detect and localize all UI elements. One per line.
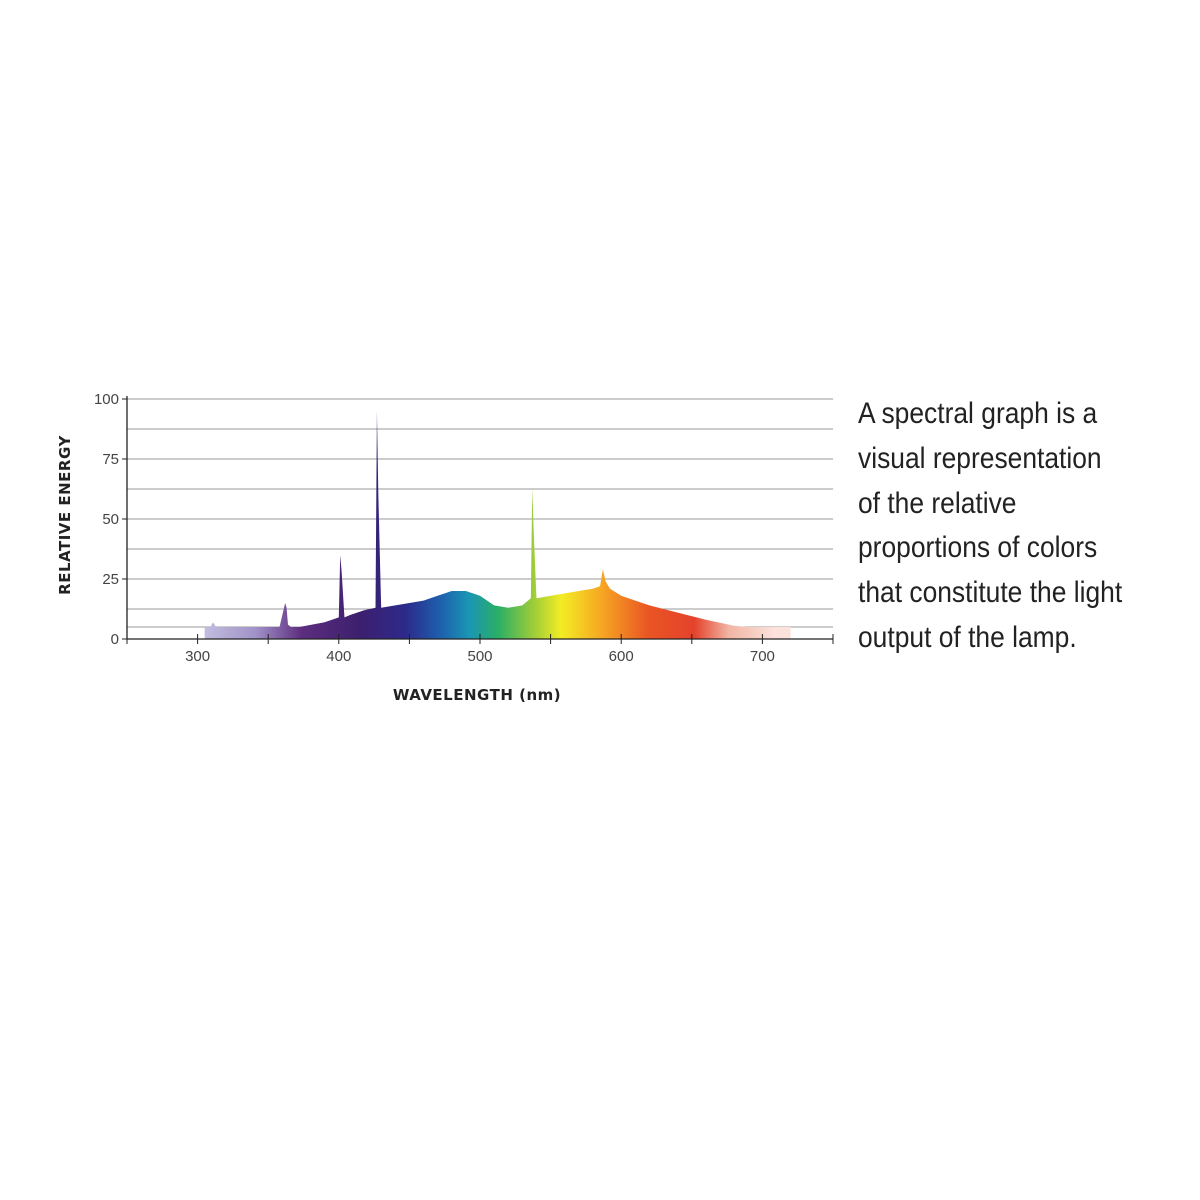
x-tick-label: 600 (609, 648, 634, 665)
grid-lines (127, 398, 833, 628)
x-tick-label: 700 (750, 648, 775, 665)
y-tick-label: 100 (94, 391, 119, 408)
x-axis-title: WAVELENGTH (nm) (393, 686, 561, 704)
spectral-graph-caption: A spectral graph is a visual representat… (858, 397, 1123, 654)
y-tick-label: 25 (102, 571, 119, 588)
spectrum-area (204, 411, 791, 639)
x-tick-label: 400 (326, 648, 351, 665)
x-tick-labels: 300 400 500 600 700 (185, 648, 775, 665)
y-tick-label: 0 (111, 631, 119, 648)
y-tick-label: 75 (102, 451, 119, 468)
x-tick-label: 300 (185, 648, 210, 665)
axes (122, 396, 834, 644)
x-tick-label: 500 (467, 648, 492, 665)
y-tick-labels: 0 25 50 75 100 (94, 391, 119, 648)
y-tick-label: 50 (102, 511, 119, 528)
y-axis-title: RELATIVE ENERGY (56, 435, 74, 595)
spectral-chart: 0 25 50 75 100 300 400 500 600 700 WAVELENGTH (n… (56, 391, 834, 704)
